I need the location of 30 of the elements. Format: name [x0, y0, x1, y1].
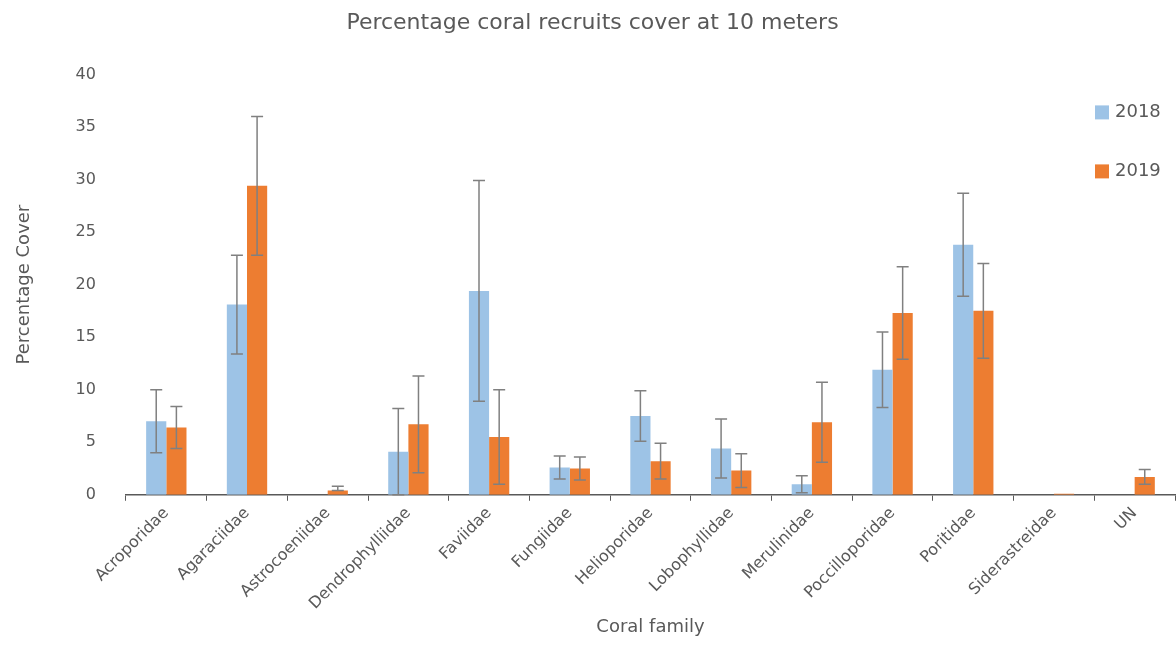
y-tick-label: 10 [75, 378, 96, 398]
y-tick-label: 0 [85, 483, 96, 503]
bar [811, 422, 833, 495]
y-tick-label: 15 [75, 326, 96, 346]
bar [468, 290, 490, 495]
legend-label: 2019 [1115, 159, 1161, 181]
bar [650, 461, 671, 495]
y-tick-label: 30 [75, 168, 96, 188]
y-axis-title: Percentage Cover [12, 204, 34, 365]
bar [408, 424, 429, 495]
bar [549, 467, 570, 495]
x-tick-label: UN [1110, 502, 1141, 534]
chart-title: Percentage coral recruits cover at 10 meters [346, 8, 839, 34]
bar [892, 312, 913, 495]
bar [146, 421, 167, 495]
bar [388, 451, 409, 495]
bar [973, 310, 994, 495]
bar [872, 369, 893, 495]
bar [953, 244, 974, 495]
bar [247, 185, 268, 495]
bar [166, 427, 187, 495]
y-tick-label: 35 [75, 116, 96, 136]
y-tick-label: 25 [75, 221, 96, 241]
bar [630, 415, 651, 495]
bar [226, 304, 247, 495]
y-tick-label: 40 [75, 63, 96, 83]
y-tick-label: 20 [75, 273, 96, 293]
y-tick-label: 5 [85, 431, 96, 451]
legend-label: 2018 [1115, 100, 1161, 122]
x-axis-title: Coral family [596, 614, 705, 636]
